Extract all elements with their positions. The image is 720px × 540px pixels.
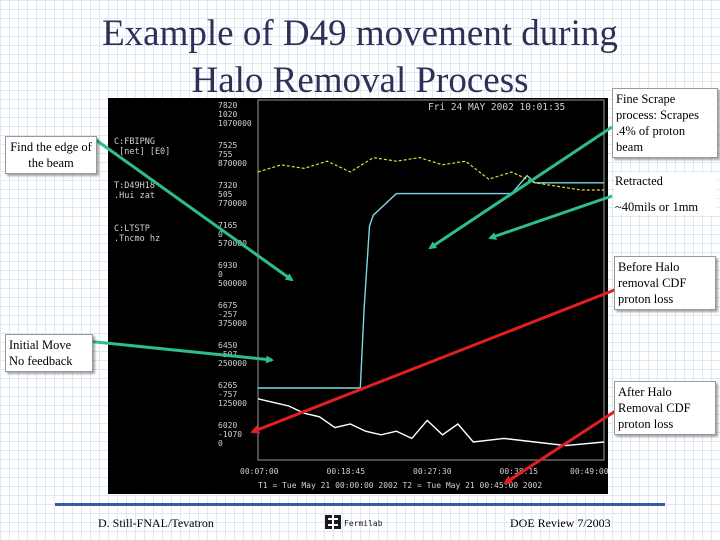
axis-scale-label: 250000 [218,359,247,368]
x-tick-label: 00:18:45 [327,467,366,476]
x-tick-label: 00:38:15 [500,467,539,476]
callout-retracted-line-1: Retracted [615,174,663,188]
axis-scale-label: 770000 [218,199,247,208]
callout-initial-move-text: Initial Move No feedback [9,338,73,368]
axis-scale-label: 1020 [218,110,237,119]
axis-scale-label: 0 [218,439,223,448]
callout-fine-scrape: Fine Scrape process: Scrapes .4% of prot… [612,88,718,158]
trace-group [257,156,605,447]
x-tick-label: 00:49:00 [570,467,608,476]
channel-1-name: C:FBIPNG [114,137,155,147]
callout-find-edge-text: Find the edge of the beam [10,140,92,170]
axis-scale-label: 6930 [218,261,237,270]
channel-3-name: C:LTSTP [114,224,150,234]
axis-scale-label: 6265 [218,381,237,390]
axis-scale-label: 570000 [218,239,247,248]
axis-scale-label: 375000 [218,319,247,328]
axis-scale-label: 0 [218,270,223,279]
x-tick-label: 00:27:30 [413,467,452,476]
axis-scale-label: 500000 [218,279,247,288]
trace-d49-position [258,174,604,389]
x-tick-label: 00:07:00 [240,467,279,476]
axis-scale-label: 6450 [218,341,237,350]
axis-scale-label: -257 [218,310,237,319]
callout-before-halo-text: Before Halo removal CDF proton loss [618,260,687,306]
axis-scale-label: 7820 [218,101,237,110]
trace-cdf-loss-before [257,156,604,191]
callout-fine-scrape-text: Fine Scrape process: Scrapes .4% of prot… [616,92,699,154]
axis-scale-label: 7320 [218,181,237,190]
footer-left: D. Still-FNAL/Tevatron [98,516,214,530]
callout-before-halo: Before Halo removal CDF proton loss [614,256,716,310]
callout-retracted: Retracted ~40mils or 1mm [615,173,717,215]
axis-scale-label: 6675 [218,301,237,310]
slide-title: Example of D49 movement during Halo Remo… [60,10,660,104]
plot-header-text: Fri 24 MAY 2002 10:01:35 [428,102,565,113]
axis-scale-label: -507 [218,350,237,359]
plot-svg: Fri 24 MAY 2002 10:01:35 C:FBIPNG .[net]… [114,99,609,490]
callout-after-halo-text: After Halo Removal CDF proton loss [618,385,691,431]
axis-scale-label: 870000 [218,159,247,168]
plot-frame [257,99,605,461]
title-line-2: Halo Removal Process [191,60,529,101]
time-footer: T1 = Tue May 21 00:00:00 2002 T2 = Tue M… [258,481,542,490]
oscilloscope-plot: Fri 24 MAY 2002 10:01:35 C:FBIPNG .[net]… [108,98,609,494]
title-line-1: Example of D49 movement during [102,13,618,54]
callout-find-edge: Find the edge of the beam [5,136,97,174]
axis-scale-label: 7525 [218,141,237,150]
axis-scale-label: 1070000 [218,119,252,128]
callout-after-halo: After Halo Removal CDF proton loss [614,381,716,435]
fermilab-logo: Fermilab [325,515,383,529]
channel-1-sub: .[net] [E0] [114,147,170,157]
footer-right: DOE Review 7/2003 [510,516,611,530]
footer-rule [55,503,665,506]
logo-text: Fermilab [344,519,383,528]
axis-scale-label: 755 [218,150,233,159]
axis-scale-label: -757 [218,390,237,399]
channel-2-sub: .Hui zat [114,191,155,201]
axis-scale-label: 7165 [218,221,237,230]
channel-3-sub: .Tncmo hz [114,234,160,244]
callout-retracted-line-2: ~40mils or 1mm [615,200,699,214]
axis-scale-label: 125000 [218,399,247,408]
axis-scale-label: 6020 [218,421,237,430]
axis-scale-label: 505 [218,190,233,199]
trace-cdf-loss-after [257,398,605,447]
callout-initial-move: Initial Move No feedback [5,334,93,372]
channel-2-name: T:D49H18 [114,181,155,191]
axis-scale-label: -1070 [218,430,242,439]
x-tick-group: 00:07:00 00:18:45 00:27:30 00:38:15 00:49:00 [240,467,609,476]
axis-scale-label: 0 [218,230,223,239]
